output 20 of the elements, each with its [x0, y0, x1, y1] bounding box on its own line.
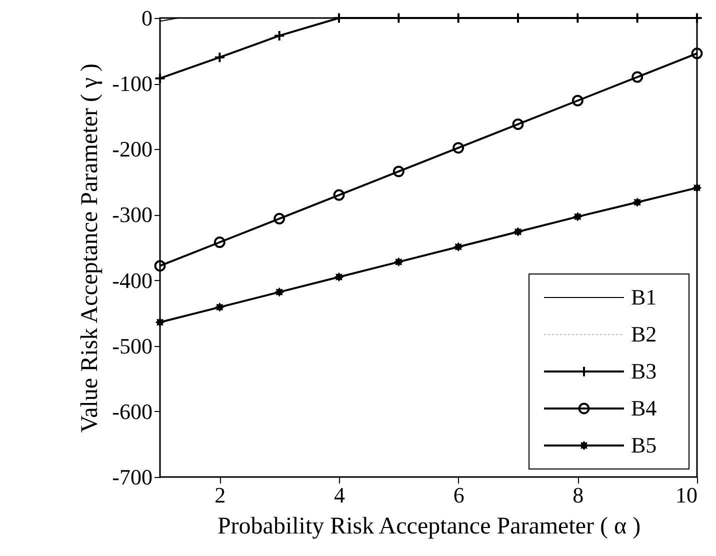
legend-label: B4	[631, 396, 657, 420]
legend-label: B3	[631, 358, 657, 384]
y-axis-title: Value Risk Acceptance Parameter ( γ )	[77, 63, 104, 433]
x-tick-label: 8	[572, 482, 584, 508]
y-tick-label: -400	[112, 268, 152, 293]
legend-label: B5	[631, 432, 657, 458]
y-tick-label: 0	[142, 6, 152, 30]
legend-label: B1	[631, 284, 657, 310]
x-tick-label: 2	[214, 482, 226, 508]
y-tick-label: -300	[112, 202, 152, 228]
x-tick-label: 4	[334, 482, 345, 508]
y-tick-label: -700	[112, 464, 152, 490]
x-axis-title: Probability Risk Acceptance Parameter ( α )	[217, 514, 641, 540]
y-tick-label: -600	[112, 398, 152, 424]
legend-label: B2	[631, 322, 657, 346]
x-tick-label: 10	[676, 482, 698, 508]
y-tick-label: -100	[112, 71, 152, 96]
y-tick-label: -500	[112, 333, 152, 358]
y-tick-label: -200	[112, 136, 152, 162]
x-tick-label: 6	[453, 482, 464, 508]
